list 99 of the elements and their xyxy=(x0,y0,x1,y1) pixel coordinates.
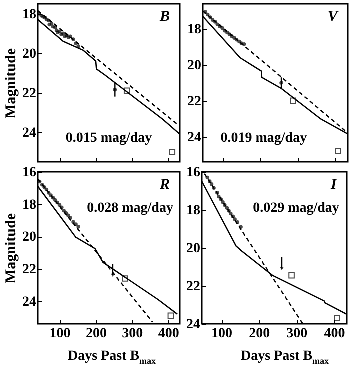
point xyxy=(50,22,54,26)
point xyxy=(217,194,221,199)
point xyxy=(239,225,243,229)
point xyxy=(208,180,212,184)
point xyxy=(76,44,80,48)
annotation: V xyxy=(328,9,340,25)
point xyxy=(223,203,227,208)
point xyxy=(221,200,225,204)
point xyxy=(74,42,78,46)
point xyxy=(168,312,174,320)
point xyxy=(280,81,284,85)
y-axis-title: Magnitude xyxy=(4,48,20,119)
point xyxy=(51,196,56,200)
y-tick-label: 22 xyxy=(188,94,202,110)
y-tick-label: 16 xyxy=(186,166,200,180)
point xyxy=(68,216,72,220)
point xyxy=(72,38,76,42)
point xyxy=(214,20,218,24)
x-tick-label: 400 xyxy=(324,326,346,342)
y-tick-label: 20 xyxy=(188,58,202,74)
point xyxy=(76,225,80,229)
point xyxy=(58,203,62,208)
point xyxy=(234,38,239,42)
point xyxy=(74,222,78,226)
x-tick-label: 100 xyxy=(212,326,233,342)
annotation: R xyxy=(159,177,170,193)
annotation: B xyxy=(159,9,170,25)
annotation: 0.019 mag/day xyxy=(220,131,308,146)
point xyxy=(335,148,342,154)
point xyxy=(225,206,230,210)
point xyxy=(290,98,296,104)
y-tick-label: 20 xyxy=(186,242,200,256)
point xyxy=(66,214,70,218)
point xyxy=(216,191,220,195)
y-tick-label: 16 xyxy=(22,166,36,180)
point xyxy=(210,18,215,22)
point xyxy=(169,148,176,156)
x-axis-title: Days Past B$_{max}$ xyxy=(240,349,330,366)
point xyxy=(334,315,340,322)
point xyxy=(206,176,210,180)
point xyxy=(220,26,224,30)
y-tick-label: 24 xyxy=(22,294,36,310)
point xyxy=(42,185,46,190)
point xyxy=(40,183,44,187)
x-tick-label: 300 xyxy=(122,326,144,342)
point xyxy=(242,42,246,46)
y-tick-label: 20 xyxy=(22,230,36,246)
point xyxy=(44,188,49,192)
y-tick-label: 18 xyxy=(188,22,202,38)
point xyxy=(218,24,222,28)
x-tick-label: 200 xyxy=(249,326,270,342)
point xyxy=(204,10,208,14)
point xyxy=(56,200,60,205)
point xyxy=(231,214,236,219)
y-tick-label: 22 xyxy=(22,86,36,102)
point xyxy=(72,220,76,224)
x-tick-label: 100 xyxy=(50,326,71,342)
annotation: 0.028 mag/day xyxy=(87,201,174,216)
y-tick-label: 20 xyxy=(22,46,36,62)
y-axis-title: Magnitude xyxy=(4,213,20,284)
point xyxy=(208,16,212,20)
point xyxy=(233,218,237,222)
point xyxy=(49,194,53,198)
annotation: 0.029 mag/day xyxy=(253,201,340,216)
y-tick-label: 18 xyxy=(22,7,36,22)
x-tick-label: 200 xyxy=(86,326,107,342)
point xyxy=(236,220,240,224)
point xyxy=(222,29,227,33)
y-tick-label: 22 xyxy=(186,280,200,294)
point xyxy=(46,191,51,195)
y-tick-label: 18 xyxy=(186,204,200,218)
point xyxy=(62,208,66,213)
point xyxy=(288,272,295,279)
y-tick-label: 18 xyxy=(22,198,36,213)
x-tick-label: 300 xyxy=(286,326,308,342)
annotation: I xyxy=(330,177,338,193)
point xyxy=(124,88,130,94)
point xyxy=(228,32,232,36)
point xyxy=(206,12,210,17)
point xyxy=(64,211,68,216)
point xyxy=(227,209,231,213)
point xyxy=(229,212,233,216)
x-axis-title: Days Past B$_{max}$ xyxy=(68,349,156,366)
point xyxy=(113,88,118,92)
annotation: 0.015 mag/day xyxy=(66,131,152,146)
y-tick-label: 24 xyxy=(22,126,36,141)
point xyxy=(60,206,64,210)
point xyxy=(210,182,214,186)
point xyxy=(54,26,58,30)
point xyxy=(54,198,58,202)
point xyxy=(111,274,115,278)
y-tick-label: 24 xyxy=(188,130,202,146)
point xyxy=(230,34,234,38)
point xyxy=(122,276,128,282)
point xyxy=(212,186,216,190)
x-tick-label: 400 xyxy=(158,326,180,342)
y-tick-label: 24 xyxy=(186,318,200,332)
y-tick-label: 22 xyxy=(22,262,36,278)
point xyxy=(219,198,224,202)
